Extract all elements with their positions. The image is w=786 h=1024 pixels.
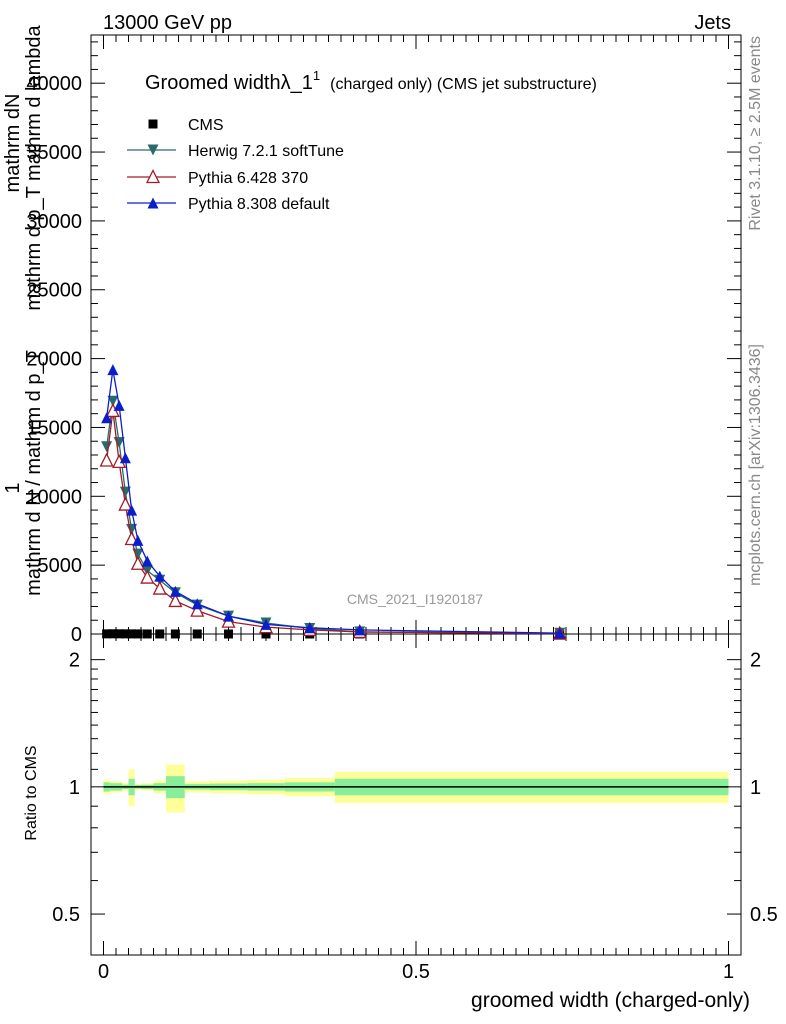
data-point-cms [133, 629, 143, 639]
legend-label: Herwig 7.2.1 softTune [188, 143, 344, 160]
legend-marker [147, 197, 159, 209]
data-point-cms [142, 629, 152, 639]
legend-marker [148, 119, 158, 129]
data-point-pythia-6-428-370 [130, 555, 145, 570]
data-point-cms [261, 629, 271, 639]
plot-title-main: Groomed widthλ_1 [145, 72, 313, 94]
ratio-y-tick-label-right: 1 [750, 777, 761, 799]
main-y-tick-label: 10000 [26, 486, 82, 508]
data-point-herwig-7-2-1-softtune [101, 441, 113, 453]
plot-title: Groomed widthλ_11 (charged only) (CMS jet… [145, 68, 597, 94]
data-point-cms [108, 629, 118, 639]
data-point-pythia-8-308-default [113, 399, 125, 411]
main-y-tick-label: 5000 [38, 555, 83, 577]
main-y-tick-label: 40000 [26, 73, 82, 95]
ratio-y-tick-label: 1 [69, 777, 80, 799]
y-axis-label-denominator: mathrm d N / mathrm d p_T [23, 350, 45, 596]
rivet-version-label: Rivet 3.1.10, ≥ 2.5M events [747, 36, 764, 231]
x-tick-label: 0 [98, 961, 109, 983]
legend-label: CMS [188, 117, 224, 134]
data-point-pythia-6-428-370 [140, 569, 155, 584]
data-point-pythia-8-308-default [126, 504, 138, 516]
legend-marker [147, 144, 159, 156]
main-y-tick-label: 0 [71, 624, 82, 646]
data-point-pythia-8-308-default [119, 452, 131, 464]
x-tick-label: 0.5 [402, 961, 430, 983]
main-y-tick-label: 30000 [26, 211, 82, 233]
ratio-y-axis-label: Ratio to CMS [23, 745, 40, 840]
ratio-y-tick-label-right: 2 [750, 650, 761, 672]
data-point-herwig-7-2-1-softtune [107, 395, 119, 407]
data-point-cms [155, 629, 165, 639]
data-point-cms [192, 629, 202, 639]
data-point-pythia-8-308-default [223, 610, 234, 622]
main-y-tick-label: 20000 [26, 349, 82, 371]
legend-label: Pythia 8.308 default [188, 196, 330, 213]
data-point-cms [120, 629, 130, 639]
data-point-pythia-8-308-default [304, 622, 316, 634]
legend-marker [145, 169, 161, 184]
data-point-cms [102, 629, 112, 639]
ratio-y-tick-label: 2 [69, 650, 80, 672]
data-point-pythia-8-308-default [554, 627, 566, 639]
x-tick-label: 1 [723, 961, 734, 983]
data-point-pythia-8-308-default [354, 624, 366, 636]
data-point-pythia-8-308-default [154, 570, 166, 582]
x-axis-label: groomed width (charged-only) [471, 989, 750, 1012]
main-y-tick-label: 35000 [26, 142, 82, 164]
legend-label: Pythia 6.428 370 [188, 170, 308, 187]
data-point-pythia-6-428-370 [190, 602, 205, 617]
mcplots-label: mcplots.cern.ch [arXiv:1306.3436] [747, 344, 764, 586]
data-point-pythia-8-308-default [191, 598, 203, 610]
data-point-pythia-8-308-default [141, 555, 153, 567]
plot-title-suffix: (charged only) (CMS jet substructure) [330, 76, 597, 93]
data-point-pythia-8-308-default [132, 534, 144, 546]
data-point-cms [114, 629, 124, 639]
data-point-pythia-8-308-default [101, 412, 113, 424]
data-point-pythia-6-428-370 [152, 580, 167, 595]
data-point-cms [127, 629, 137, 639]
ratio-y-tick-label-right: 0.5 [750, 904, 778, 926]
plot-title-sup: 1 [313, 68, 320, 83]
header-left: 13000 GeV pp [103, 12, 232, 34]
data-point-pythia-6-428-370 [168, 592, 183, 608]
y-axis-label-one: 1 [2, 482, 24, 493]
data-point-pythia-8-308-default [169, 585, 181, 597]
data-point-pythia-6-428-370 [118, 496, 133, 511]
data-point-cms [224, 629, 233, 639]
data-point-pythia-8-308-default [260, 618, 272, 630]
main-y-tick-label: 15000 [26, 417, 82, 439]
y-axis-label-numerator-2: mathrm d p_T mathrm d lambda [23, 24, 45, 310]
main-y-tick-label: 25000 [26, 280, 82, 302]
y-axis-label-numerator-1: mathrm dN [2, 94, 24, 193]
data-point-cms [170, 629, 180, 639]
ratio-y-tick-label: 0.5 [52, 904, 80, 926]
header-right: Jets [694, 12, 731, 34]
data-point-pythia-8-308-default [107, 364, 119, 376]
data-point-pythia-6-428-370 [99, 452, 114, 467]
analysis-watermark: CMS_2021_I1920187 [347, 591, 483, 607]
